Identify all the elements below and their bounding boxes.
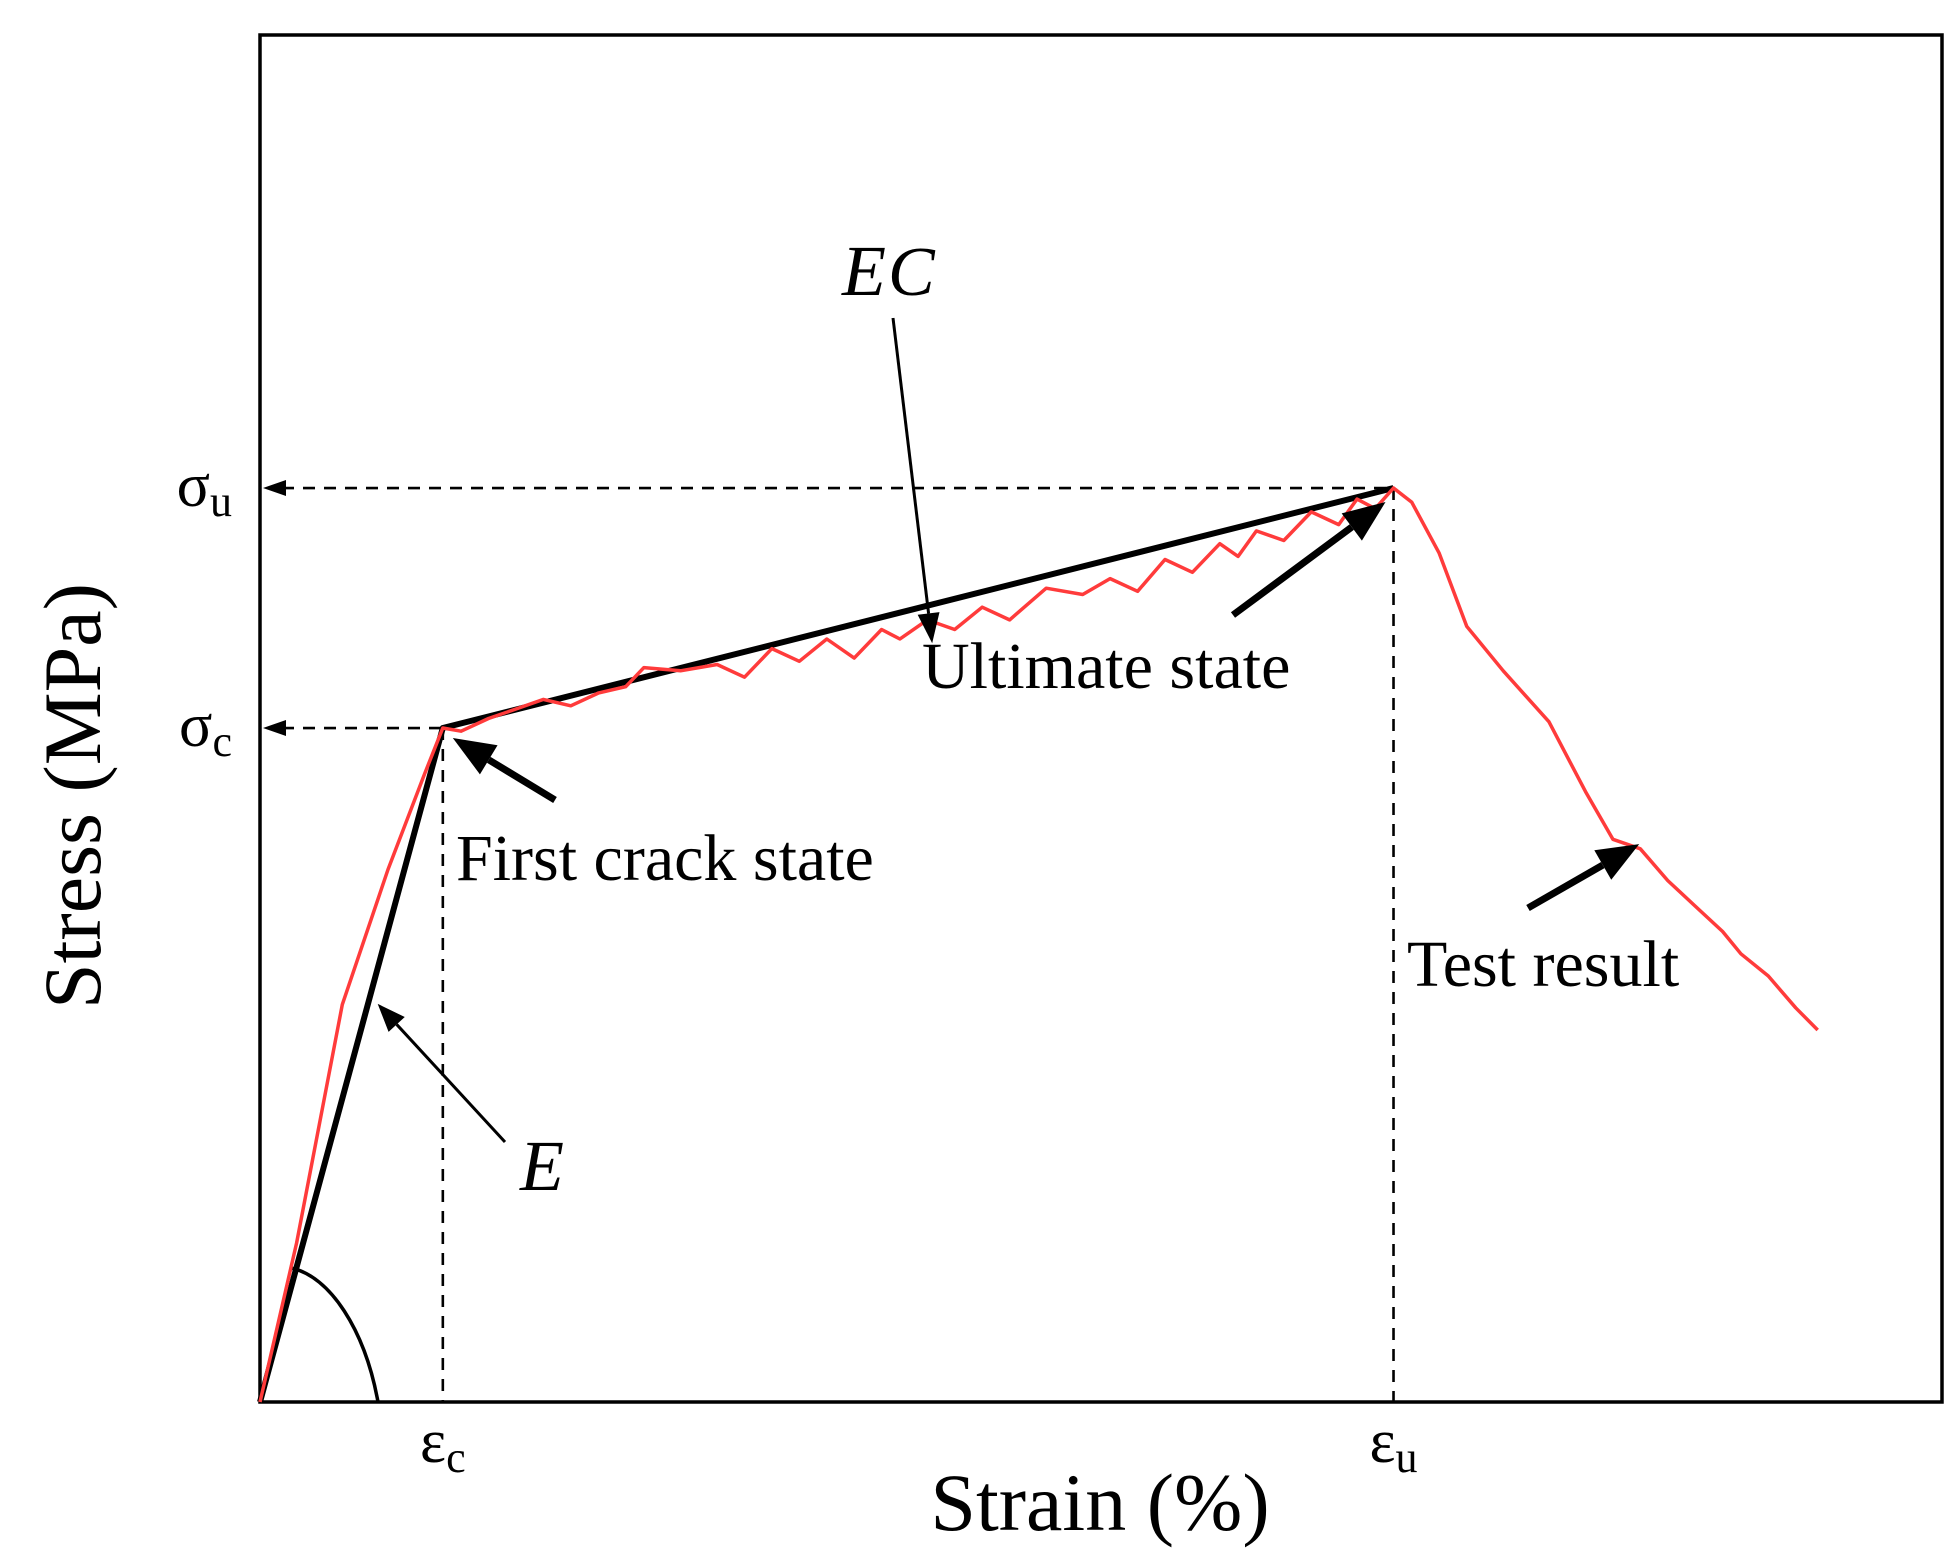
y-axis-label: Stress (MPa) — [27, 583, 118, 1009]
annotation-ultimate-state: Ultimate state — [922, 630, 1290, 703]
arrow-E-shaft — [395, 1023, 507, 1144]
arrow-Ec-shaft — [891, 317, 931, 614]
test-result-line — [258, 486, 1819, 1403]
y-tick-label-sigma-u: σu — [177, 452, 232, 526]
arrow-test-result-shaft — [1526, 862, 1605, 912]
arrow-E-head — [377, 1003, 405, 1032]
plot-frame — [258, 33, 1944, 1404]
sigma-u-guide-arrowhead — [263, 480, 286, 497]
arrow-Ec-head — [917, 612, 940, 644]
x-tick-label-epsilon-c: εc — [420, 1408, 466, 1482]
arrow-ultimate-state-shaft — [1230, 524, 1354, 618]
annotation-E: E — [519, 1126, 564, 1206]
modulus-angle-arc — [290, 1266, 380, 1403]
annotation-first-crack-state: First crack state — [456, 822, 874, 895]
arrow-first-crack-state-head — [452, 738, 498, 775]
annotation-Ec: EC — [841, 231, 936, 311]
arrow-test-result-head — [1594, 844, 1640, 880]
bilinear-model-line — [257, 485, 1395, 1403]
annotation-test-result: Test result — [1407, 928, 1679, 1001]
x-tick-label-epsilon-u: εu — [1369, 1408, 1417, 1482]
sigma-c-guide-arrowhead — [263, 720, 286, 737]
arrow-first-crack-state-shaft — [486, 756, 557, 803]
x-axis-label: Strain (%) — [930, 1457, 1269, 1548]
y-tick-label-sigma-c: σc — [179, 692, 232, 766]
arrow-ultimate-state-head — [1341, 502, 1386, 541]
